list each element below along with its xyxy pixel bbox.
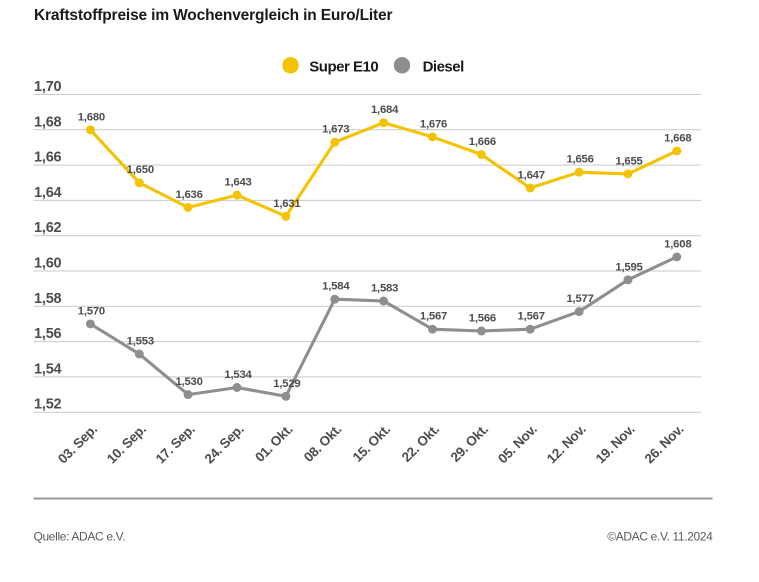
svg-text:29. Okt.: 29. Okt. [448, 422, 491, 465]
svg-text:1,62: 1,62 [34, 220, 62, 236]
svg-text:24. Sep.: 24. Sep. [202, 422, 247, 467]
svg-text:1,60: 1,60 [34, 256, 62, 272]
svg-text:1,553: 1,553 [127, 336, 154, 348]
svg-text:1,680: 1,680 [78, 111, 105, 123]
svg-text:1,567: 1,567 [518, 311, 545, 323]
svg-text:1,647: 1,647 [518, 170, 545, 182]
svg-text:15. Okt.: 15. Okt. [350, 422, 393, 465]
svg-text:05. Nov.: 05. Nov. [495, 422, 540, 467]
svg-text:1,668: 1,668 [664, 133, 691, 145]
svg-text:1,66: 1,66 [34, 150, 62, 166]
svg-text:Quelle: ADAC e.V.: Quelle: ADAC e.V. [34, 530, 126, 544]
svg-text:©ADAC e.V. 11.2024: ©ADAC e.V. 11.2024 [607, 530, 713, 544]
svg-text:1,70: 1,70 [34, 79, 62, 95]
svg-text:1,577: 1,577 [566, 293, 593, 305]
svg-text:1,631: 1,631 [273, 198, 300, 210]
svg-text:1,643: 1,643 [224, 177, 251, 189]
svg-text:1,58: 1,58 [34, 291, 62, 307]
svg-text:08. Okt.: 08. Okt. [301, 422, 344, 465]
svg-text:1,530: 1,530 [175, 376, 202, 388]
svg-text:1,68: 1,68 [34, 114, 62, 130]
svg-text:19. Nov.: 19. Nov. [593, 422, 638, 467]
svg-text:1,608: 1,608 [664, 238, 691, 250]
svg-text:22. Okt.: 22. Okt. [399, 422, 442, 465]
svg-text:1,64: 1,64 [34, 185, 62, 201]
svg-text:1,583: 1,583 [371, 283, 398, 295]
svg-text:12. Nov.: 12. Nov. [544, 422, 589, 467]
svg-text:03. Sep.: 03. Sep. [55, 422, 100, 467]
svg-text:1,584: 1,584 [322, 281, 350, 293]
svg-text:1,54: 1,54 [34, 361, 62, 377]
svg-text:1,673: 1,673 [322, 124, 349, 136]
svg-text:1,684: 1,684 [371, 104, 399, 116]
svg-text:1,570: 1,570 [78, 305, 105, 317]
svg-text:01. Okt.: 01. Okt. [252, 422, 295, 465]
svg-text:1,656: 1,656 [566, 154, 593, 166]
svg-text:1,566: 1,566 [469, 313, 496, 325]
svg-text:Diesel: Diesel [423, 58, 465, 75]
svg-text:1,666: 1,666 [469, 136, 496, 148]
svg-text:Kraftstoffpreise im Wochenverg: Kraftstoffpreise im Wochenvergleich in E… [34, 7, 393, 24]
svg-text:1,52: 1,52 [34, 397, 62, 413]
svg-text:1,676: 1,676 [420, 118, 447, 130]
svg-text:1,655: 1,655 [615, 155, 642, 167]
svg-text:Super E10: Super E10 [309, 58, 378, 75]
svg-text:1,650: 1,650 [127, 164, 154, 176]
svg-text:1,534: 1,534 [224, 369, 252, 381]
svg-text:1,56: 1,56 [34, 326, 62, 342]
svg-text:26. Nov.: 26. Nov. [642, 422, 687, 467]
svg-text:1,529: 1,529 [273, 378, 300, 390]
svg-text:1,595: 1,595 [615, 261, 642, 273]
svg-text:1,636: 1,636 [175, 189, 202, 201]
svg-text:10. Sep.: 10. Sep. [104, 422, 149, 467]
svg-text:1,567: 1,567 [420, 311, 447, 323]
svg-text:17. Sep.: 17. Sep. [153, 422, 198, 467]
